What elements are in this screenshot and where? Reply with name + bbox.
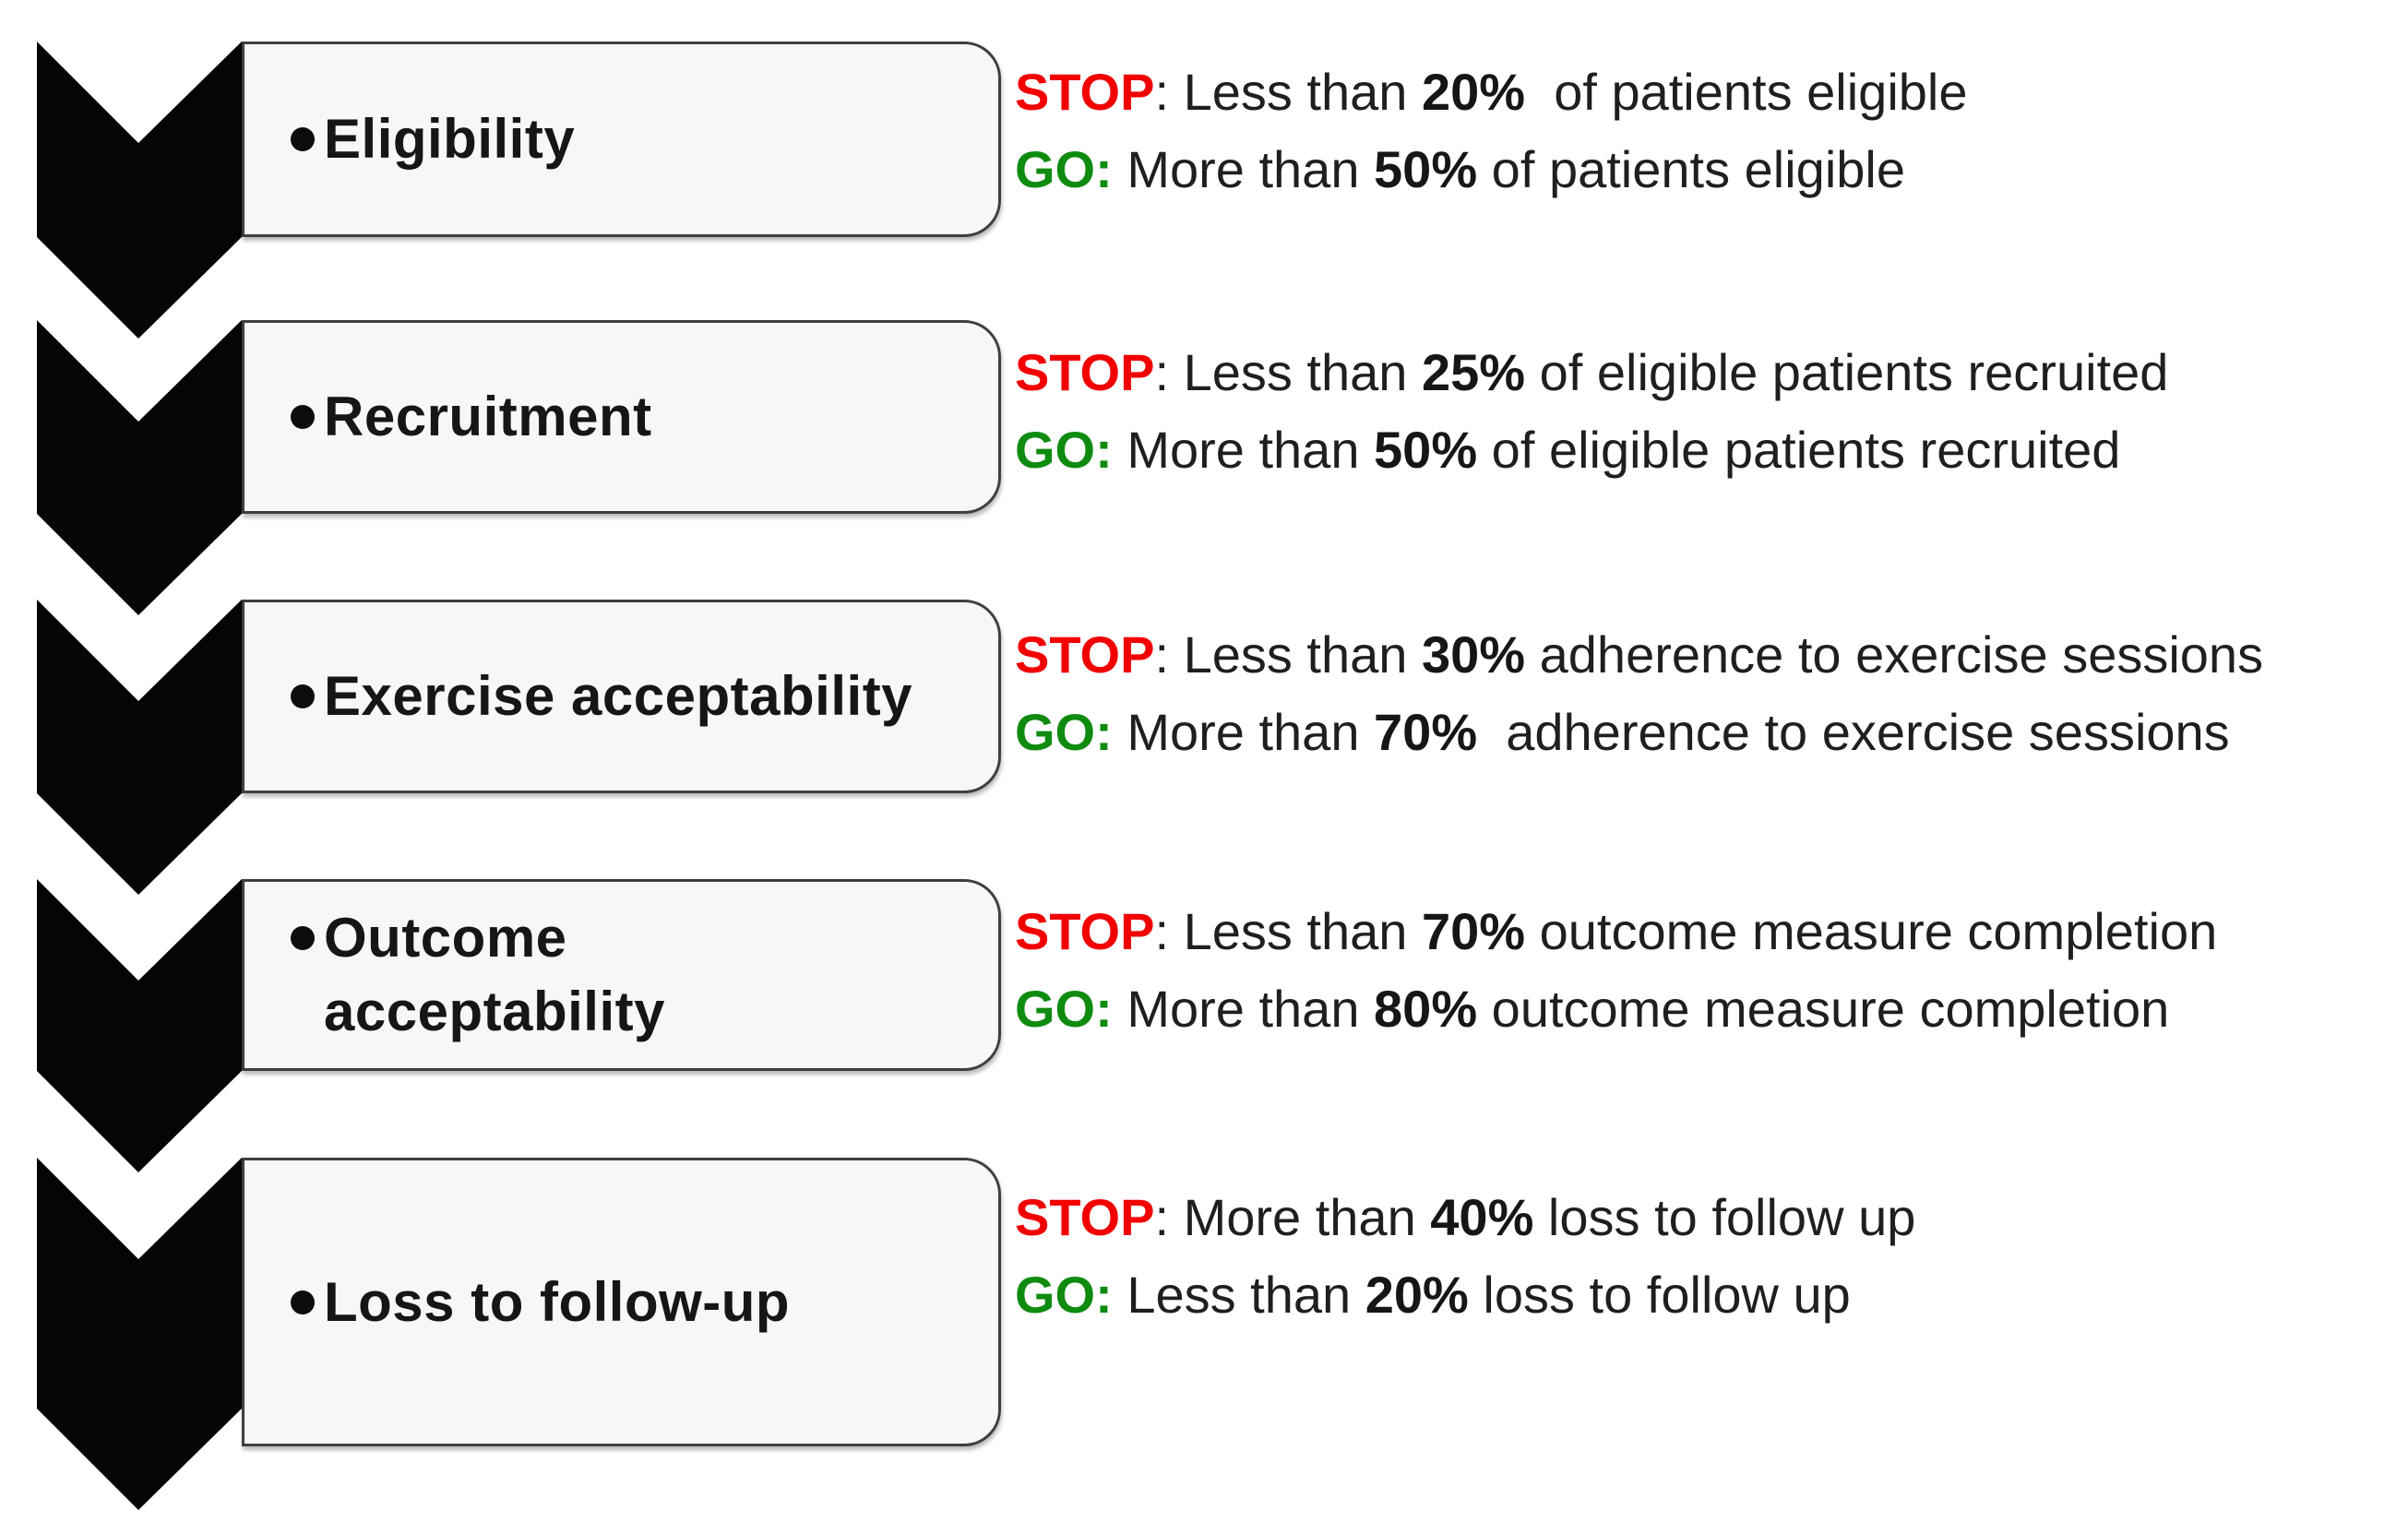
stage-label: Eligibility — [324, 108, 576, 170]
criteria-block-loss-to-follow-up: STOP: More than 40% loss to follow up GO… — [1015, 1179, 1915, 1334]
criterion-value: 20% — [1365, 1266, 1469, 1324]
down-chevron-icon — [37, 600, 242, 895]
stop-criterion-line: STOP: Less than 25% of eligible patients… — [1015, 334, 2168, 411]
down-chevron-icon — [37, 42, 242, 339]
criterion-text: : More than — [1154, 1188, 1431, 1246]
criterion-text: : Less than — [1154, 343, 1422, 401]
stop-keyword: STOP — [1015, 902, 1155, 960]
bullet-icon — [291, 127, 315, 151]
criteria-block-exercise-acceptability: STOP: Less than 30% adherence to exercis… — [1015, 616, 2263, 771]
criterion-text: More than — [1112, 140, 1375, 198]
criterion-text: Less than — [1112, 1266, 1365, 1324]
criterion-text: : Less than — [1154, 902, 1422, 960]
criterion-text: adherence to exercise sessions — [1477, 703, 2230, 761]
criterion-value: 20% — [1421, 63, 1526, 121]
stage-label: Recruitment — [324, 386, 652, 447]
criterion-value: 70% — [1374, 703, 1478, 761]
stage-label-wrap: Loss to follow-up — [291, 1266, 790, 1339]
criterion-text: : Less than — [1154, 625, 1422, 684]
go-criterion-line: GO: More than 80% outcome measure comple… — [1015, 970, 2217, 1048]
criterion-text: of patients eligible — [1477, 140, 1905, 198]
go-keyword: GO: — [1015, 421, 1113, 479]
stop-keyword: STOP — [1015, 625, 1155, 684]
go-keyword: GO: — [1015, 140, 1113, 198]
bullet-icon — [291, 926, 315, 950]
stop-keyword: STOP — [1015, 343, 1155, 401]
stage-box-recruitment: Recruitment — [242, 320, 1001, 514]
criterion-text: More than — [1112, 703, 1375, 761]
go-keyword: GO: — [1015, 703, 1113, 761]
stop-keyword: STOP — [1015, 63, 1155, 121]
criterion-text: of eligible patients recruited — [1525, 343, 2169, 401]
go-criterion-line: GO: More than 70% adherence to exercise … — [1015, 694, 2263, 771]
criterion-value: 80% — [1374, 980, 1478, 1038]
criterion-value: 25% — [1421, 343, 1526, 401]
go-criterion-line: GO: More than 50% of patients eligible — [1015, 131, 1968, 208]
go-keyword: GO: — [1015, 980, 1113, 1038]
stage-box-exercise-acceptability: Exercise acceptability — [242, 600, 1001, 793]
down-chevron-icon — [37, 1158, 242, 1510]
stage-label-wrap: Exercise acceptability — [291, 660, 912, 733]
criteria-block-outcome-acceptability: STOP: Less than 70% outcome measure comp… — [1015, 893, 2217, 1048]
criterion-text: loss to follow up — [1533, 1188, 1916, 1246]
stage-box-loss-to-follow-up: Loss to follow-up — [242, 1158, 1001, 1446]
criterion-value: 50% — [1374, 140, 1478, 198]
criterion-text: adherence to exercise sessions — [1525, 625, 2264, 684]
criteria-block-eligibility: STOP: Less than 20% of patients eligible… — [1015, 54, 1968, 208]
criterion-value: 30% — [1421, 625, 1526, 684]
criterion-value: 40% — [1430, 1188, 1534, 1246]
criterion-text: outcome measure completion — [1525, 902, 2218, 960]
stage-label: Exercise acceptability — [324, 665, 913, 727]
bullet-icon — [291, 684, 315, 708]
go-criterion-line: GO: Less than 20% loss to follow up — [1015, 1256, 1915, 1334]
stop-criterion-line: STOP: Less than 20% of patients eligible — [1015, 54, 1968, 131]
stop-keyword: STOP — [1015, 1188, 1155, 1246]
down-chevron-icon — [37, 320, 242, 615]
stage-label: Loss to follow-up — [324, 1270, 791, 1333]
down-chevron-icon — [37, 879, 242, 1172]
stop-criterion-line: STOP: More than 40% loss to follow up — [1015, 1179, 1915, 1256]
stage-box-outcome-acceptability: Outcome acceptability — [242, 879, 1001, 1071]
go-keyword: GO: — [1015, 1266, 1113, 1324]
criterion-text: of eligible patients recruited — [1477, 421, 2121, 479]
go-criterion-line: GO: More than 50% of eligible patients r… — [1015, 411, 2168, 489]
stop-criterion-line: STOP: Less than 70% outcome measure comp… — [1015, 893, 2217, 970]
bullet-icon — [291, 405, 315, 429]
stage-label-wrap: Outcome acceptability — [291, 901, 665, 1049]
stage-label: Outcome acceptability — [324, 907, 665, 1042]
criterion-text: : Less than — [1154, 63, 1422, 121]
criteria-block-recruitment: STOP: Less than 25% of eligible patients… — [1015, 334, 2168, 489]
criterion-text: outcome measure completion — [1477, 980, 2170, 1038]
stage-label-wrap: Eligibility — [291, 102, 575, 176]
criterion-value: 70% — [1421, 902, 1526, 960]
criterion-text: of patients eligible — [1525, 63, 1968, 121]
criterion-text: More than — [1112, 980, 1375, 1038]
stage-label-wrap: Recruitment — [291, 380, 652, 454]
stop-criterion-line: STOP: Less than 30% adherence to exercis… — [1015, 616, 2263, 694]
criterion-value: 50% — [1374, 421, 1478, 479]
stage-box-eligibility: Eligibility — [242, 42, 1001, 237]
bullet-icon — [291, 1290, 315, 1314]
criterion-text: More than — [1112, 421, 1375, 479]
criterion-text: loss to follow up — [1468, 1266, 1851, 1324]
